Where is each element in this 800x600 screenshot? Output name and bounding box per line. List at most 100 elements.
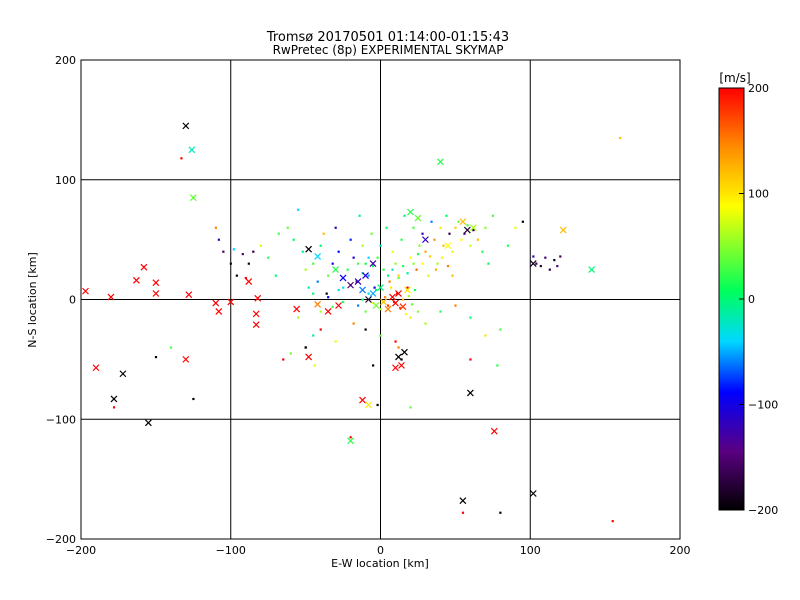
- data-point: [364, 262, 367, 265]
- data-point: [400, 238, 403, 241]
- data-point-cross: [152, 279, 160, 287]
- data-point: [499, 511, 502, 514]
- data-point-cross: [490, 427, 498, 435]
- data-point: [397, 274, 400, 277]
- data-point: [304, 268, 307, 271]
- data-point: [312, 262, 315, 265]
- data-point-cross: [466, 389, 474, 397]
- data-point-cross: [332, 266, 339, 273]
- data-point: [342, 286, 345, 289]
- data-point: [439, 310, 442, 313]
- data-point: [229, 262, 232, 265]
- data-point: [619, 136, 622, 140]
- data-point: [407, 294, 411, 298]
- data-point: [418, 244, 421, 247]
- data-point: [469, 358, 472, 361]
- data-point: [327, 296, 330, 299]
- data-point: [325, 292, 328, 295]
- data-point: [282, 358, 285, 361]
- data-point: [252, 250, 255, 253]
- data-point: [349, 238, 352, 241]
- data-point: [401, 298, 405, 301]
- data-point: [430, 220, 433, 223]
- data-point: [367, 274, 370, 277]
- data-point-cross: [182, 122, 190, 130]
- data-point: [331, 305, 334, 308]
- data-point: [376, 403, 379, 407]
- data-point: [301, 250, 304, 253]
- data-point: [433, 238, 436, 241]
- data-point: [395, 292, 399, 295]
- data-point: [412, 262, 415, 265]
- data-point: [386, 274, 390, 277]
- data-point-cross: [422, 236, 429, 244]
- data-point-cross: [459, 497, 467, 505]
- data-point: [372, 364, 375, 367]
- data-point-cross: [398, 361, 405, 369]
- data-point: [521, 220, 524, 223]
- data-point: [388, 280, 391, 283]
- data-point: [476, 238, 480, 241]
- data-point-cross: [559, 226, 567, 234]
- data-point: [416, 310, 420, 313]
- data-point-cross: [215, 308, 223, 315]
- data-point: [214, 226, 217, 229]
- data-point: [394, 262, 397, 265]
- data-point: [385, 226, 388, 229]
- data-point-cross: [459, 218, 467, 226]
- data-point: [439, 226, 442, 229]
- data-point: [386, 304, 390, 307]
- data-point: [409, 316, 412, 319]
- data-point: [548, 268, 551, 271]
- data-point-cross: [293, 305, 301, 313]
- data-point-cross: [399, 303, 407, 311]
- data-point-cross: [588, 266, 596, 273]
- data-point: [553, 258, 556, 262]
- data-point-cross: [252, 310, 260, 318]
- data-point: [472, 229, 475, 232]
- data-point-cross: [469, 224, 477, 232]
- colorbar-tick-label: 200: [748, 82, 769, 95]
- data-point: [192, 397, 195, 401]
- data-point: [397, 346, 400, 349]
- data-point-cross: [384, 305, 392, 313]
- data-point: [463, 232, 466, 235]
- data-point: [327, 274, 330, 277]
- data-point: [404, 312, 408, 316]
- data-point-cross: [359, 286, 366, 294]
- data-point: [406, 272, 409, 275]
- data-point: [383, 296, 387, 299]
- data-point: [391, 268, 394, 271]
- data-point-cross: [463, 226, 471, 234]
- data-point: [372, 264, 375, 268]
- data-point-cross: [305, 245, 313, 253]
- data-point-cross: [395, 290, 402, 297]
- data-point: [379, 308, 382, 311]
- data-point-cross: [369, 260, 377, 267]
- data-point: [412, 226, 415, 229]
- data-point: [313, 364, 316, 367]
- data-point: [312, 292, 315, 295]
- x-tick-label: 0: [377, 544, 384, 557]
- data-point: [446, 264, 450, 268]
- data-point: [358, 214, 361, 217]
- data-point-cross: [369, 290, 377, 297]
- y-tick-label: −200: [46, 533, 76, 546]
- data-point: [367, 256, 370, 259]
- data-point: [421, 232, 424, 235]
- data-point-cross: [314, 252, 322, 260]
- data-point-cross: [359, 396, 366, 404]
- data-point: [322, 232, 325, 235]
- data-point: [391, 250, 394, 253]
- data-point: [180, 157, 183, 160]
- data-point: [469, 316, 472, 319]
- y-tick-label: 100: [55, 174, 76, 187]
- data-point-cross: [92, 364, 100, 372]
- data-point-cross: [245, 278, 253, 285]
- data-point: [292, 238, 295, 241]
- data-point-cross: [119, 370, 127, 378]
- data-point-cross: [365, 296, 372, 303]
- data-point: [532, 255, 535, 258]
- data-point: [406, 286, 409, 289]
